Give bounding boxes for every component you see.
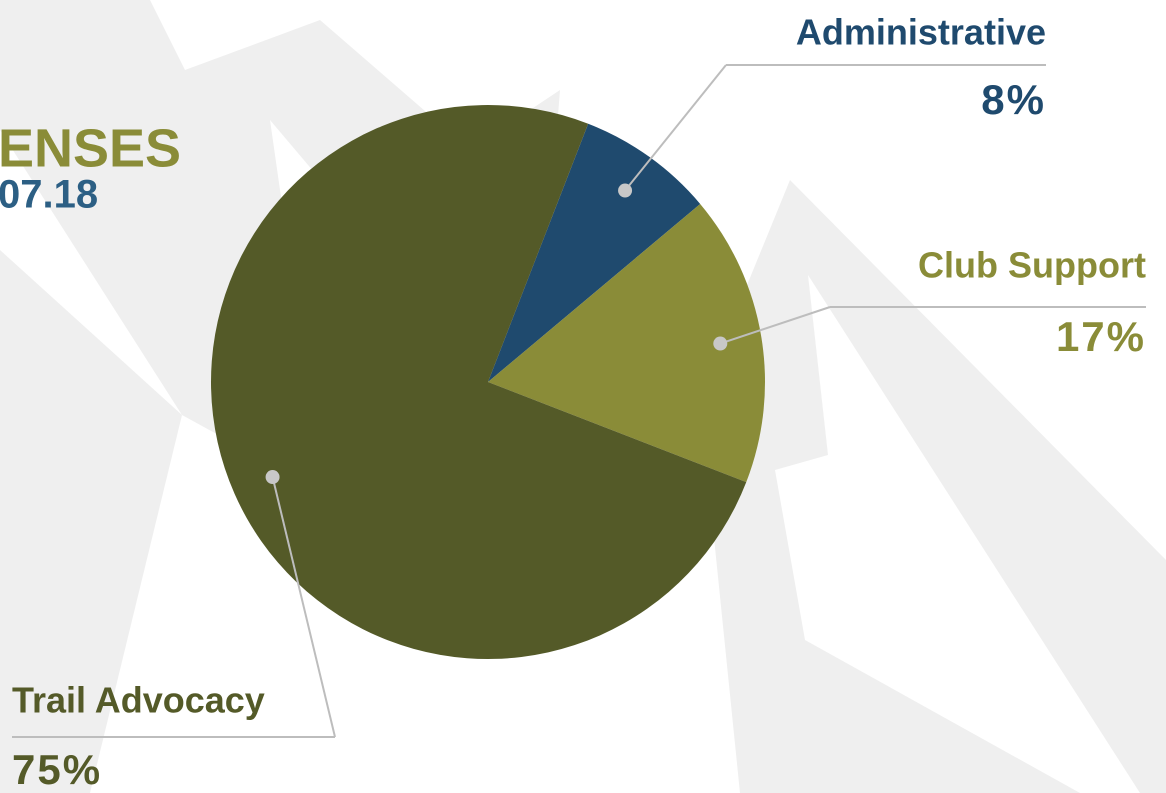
leader-line [271, 476, 336, 738]
leader-line [624, 64, 727, 192]
bg-shape [0, 250, 182, 793]
legend-label: Administrative [796, 12, 1046, 53]
legend-label: Trail Advocacy [12, 680, 265, 721]
data-label: 17% [1056, 313, 1146, 360]
bg-shape [700, 180, 1166, 793]
pie-slice [488, 203, 765, 483]
data-label: 8% [981, 76, 1046, 123]
leader-dot [265, 470, 280, 485]
leader-dot [713, 336, 728, 351]
pie-slice [211, 104, 747, 659]
data-label: 75% [12, 746, 102, 793]
chart-subtitle: 07.18 [0, 173, 98, 217]
legend-label: Club Support [918, 245, 1146, 286]
leader-dot [618, 183, 633, 198]
chart-title: ENSES [0, 118, 181, 178]
leader-line [719, 306, 831, 345]
pie-slice [488, 123, 701, 382]
